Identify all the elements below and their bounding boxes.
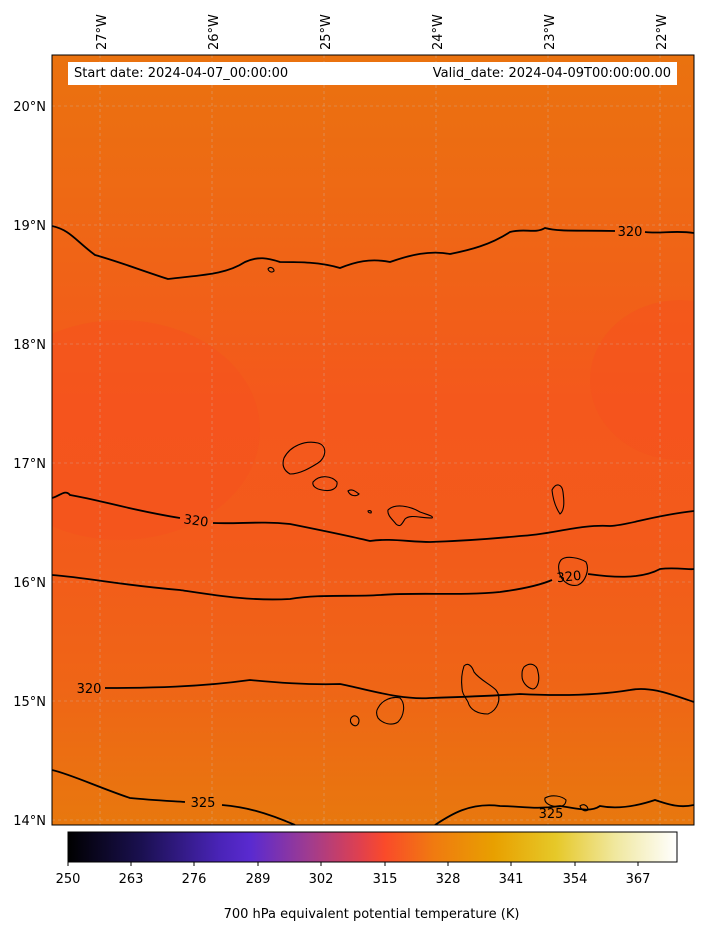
colorbar-tick-label: 367: [626, 872, 651, 887]
lat-tick-labels: 20°N 19°N 18°N 17°N 16°N 15°N 14°N: [13, 100, 46, 829]
island-branco: [367, 510, 372, 514]
contour-line: [52, 491, 694, 543]
lon-tick-label: 23°W: [543, 14, 558, 50]
contour-label: 320: [77, 682, 102, 697]
contour-labels: 320 320 320 320 325 325: [77, 225, 643, 822]
contour-line: [52, 225, 694, 280]
islet-santo-antao-point: [267, 266, 275, 273]
lat-tick-label: 19°N: [13, 219, 46, 234]
island-santiago: [461, 663, 500, 715]
contour-label: 320: [618, 225, 643, 240]
lat-tick-label: 14°N: [13, 814, 46, 829]
contour-label: 325: [191, 796, 216, 811]
colorbar-ticks: 250 263 276 289 302 315 328 341 354 367: [56, 862, 651, 887]
colorbar-tick-label: 289: [246, 872, 271, 887]
island-sao-nicolau: [387, 505, 433, 527]
contour-line: [104, 679, 694, 703]
island-santo-antao: [282, 441, 326, 475]
colorbar-tick-label: 250: [56, 872, 81, 887]
contour-label: 320: [556, 569, 582, 587]
island-santa-luzia: [347, 489, 360, 497]
lon-tick-label: 24°W: [431, 14, 446, 50]
colorbar-tick-label: 276: [182, 872, 207, 887]
island-fogo: [375, 696, 405, 725]
colorbar-tick-label: 328: [436, 872, 461, 887]
valid-date-label: Valid_date: 2024-04-09T00:00:00.00: [432, 66, 671, 81]
contour-line: [52, 567, 694, 601]
islet-southeast: [544, 795, 567, 808]
date-info-box: Start date: 2024-04-07_00:00:00 Valid_da…: [68, 62, 677, 85]
graticule: [52, 55, 694, 825]
lon-tick-label: 27°W: [95, 14, 110, 50]
contour-line: [52, 769, 694, 825]
island-maio: [521, 663, 540, 690]
lat-tick-label: 18°N: [13, 338, 46, 353]
lat-tick-label: 17°N: [13, 457, 46, 472]
island-brava: [349, 715, 360, 727]
colorbar-tick-label: 341: [499, 872, 524, 887]
lon-tick-label: 22°W: [655, 14, 670, 50]
lon-tick-label: 25°W: [319, 14, 334, 50]
lat-tick-label: 20°N: [13, 100, 46, 115]
lat-tick-label: 16°N: [13, 576, 46, 591]
colorbar-tick-label: 354: [563, 872, 588, 887]
colorbar-tick-label: 315: [373, 872, 398, 887]
start-date-label: Start date: 2024-04-07_00:00:00: [74, 66, 289, 81]
theta-e-maximum: [52, 320, 260, 540]
coastlines: [267, 266, 589, 812]
island-sal: [551, 484, 565, 515]
theta-e-maximum-east: [590, 300, 694, 460]
contour-label: 325: [539, 807, 564, 822]
colorbar: [67, 831, 678, 863]
lon-tick-label: 26°W: [207, 14, 222, 50]
contours: [52, 225, 694, 825]
lat-tick-label: 15°N: [13, 695, 46, 710]
colorbar-tick-label: 302: [309, 872, 334, 887]
colorbar-tick-label: 263: [119, 872, 144, 887]
island-boa-vista: [558, 556, 588, 586]
lon-tick-labels: 27°W 26°W 25°W 24°W 23°W 22°W: [95, 14, 670, 50]
map-frame: [51, 54, 695, 826]
contour-label: 320: [183, 512, 210, 530]
island-sao-vicente: [312, 476, 338, 492]
islet-southeast-small: [579, 804, 589, 812]
colorbar-title: 700 hPa equivalent potential temperature…: [223, 907, 520, 922]
theta-e-field: [52, 55, 694, 825]
